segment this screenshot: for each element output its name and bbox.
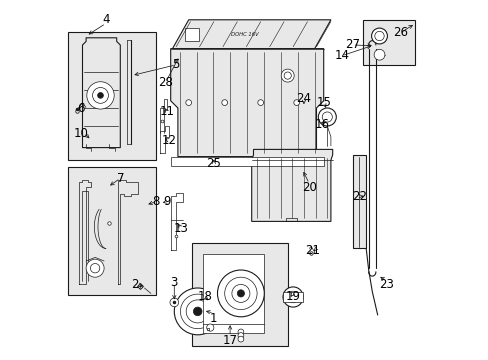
- Text: 11: 11: [159, 105, 174, 118]
- Circle shape: [318, 108, 336, 126]
- Text: 7: 7: [116, 172, 124, 185]
- Circle shape: [86, 259, 104, 277]
- Text: 28: 28: [158, 76, 172, 89]
- Text: 3: 3: [170, 276, 178, 289]
- Text: 14: 14: [333, 49, 348, 62]
- Circle shape: [170, 298, 178, 307]
- Bar: [68, 167, 156, 295]
- Text: 21: 21: [305, 244, 320, 257]
- Circle shape: [224, 277, 257, 310]
- Text: 25: 25: [206, 157, 221, 170]
- Text: 8: 8: [152, 195, 160, 208]
- Text: 6: 6: [77, 102, 84, 114]
- Circle shape: [206, 324, 213, 331]
- Text: 2: 2: [131, 278, 138, 291]
- Polygon shape: [251, 149, 332, 221]
- Circle shape: [87, 82, 114, 109]
- Circle shape: [371, 28, 386, 44]
- Circle shape: [180, 294, 215, 329]
- Circle shape: [283, 287, 303, 307]
- Circle shape: [238, 336, 244, 342]
- Text: 13: 13: [174, 222, 188, 235]
- Text: 26: 26: [393, 26, 408, 39]
- Circle shape: [222, 100, 227, 105]
- Polygon shape: [172, 20, 330, 49]
- Circle shape: [293, 100, 299, 105]
- Circle shape: [284, 72, 291, 79]
- Text: 4: 4: [102, 13, 109, 26]
- Text: 12: 12: [161, 134, 176, 147]
- Text: 23: 23: [379, 278, 393, 291]
- Bar: [68, 32, 156, 160]
- Circle shape: [231, 284, 249, 302]
- Bar: [185, 28, 199, 41]
- Bar: [283, 292, 303, 302]
- Bar: [363, 20, 415, 65]
- Text: 15: 15: [316, 96, 330, 109]
- Text: 18: 18: [197, 291, 212, 303]
- Text: DOHC 16V: DOHC 16V: [230, 32, 258, 37]
- Circle shape: [281, 69, 294, 82]
- Bar: [352, 155, 366, 248]
- Text: 5: 5: [172, 58, 180, 71]
- Polygon shape: [170, 49, 323, 157]
- Text: 24: 24: [296, 93, 311, 105]
- Text: 10: 10: [73, 127, 88, 140]
- Circle shape: [373, 49, 384, 60]
- Text: 16: 16: [314, 118, 329, 131]
- Circle shape: [238, 329, 244, 335]
- Circle shape: [237, 290, 244, 297]
- Circle shape: [98, 93, 103, 98]
- Circle shape: [174, 288, 221, 335]
- Circle shape: [186, 300, 209, 323]
- Text: 9: 9: [163, 195, 170, 208]
- Bar: [203, 254, 264, 333]
- Circle shape: [185, 100, 191, 105]
- Text: 19: 19: [285, 291, 300, 303]
- Circle shape: [217, 270, 264, 317]
- Text: 20: 20: [301, 181, 316, 194]
- Circle shape: [322, 112, 332, 122]
- Circle shape: [193, 307, 202, 316]
- Text: 17: 17: [222, 334, 237, 347]
- Text: 1: 1: [210, 312, 217, 325]
- Circle shape: [374, 31, 384, 41]
- Circle shape: [92, 87, 108, 103]
- Text: 22: 22: [351, 190, 366, 203]
- Bar: [170, 157, 323, 166]
- Text: 27: 27: [345, 39, 359, 51]
- Circle shape: [257, 100, 263, 105]
- Circle shape: [287, 291, 298, 303]
- Circle shape: [90, 264, 100, 273]
- Circle shape: [238, 333, 244, 338]
- Bar: [192, 243, 287, 346]
